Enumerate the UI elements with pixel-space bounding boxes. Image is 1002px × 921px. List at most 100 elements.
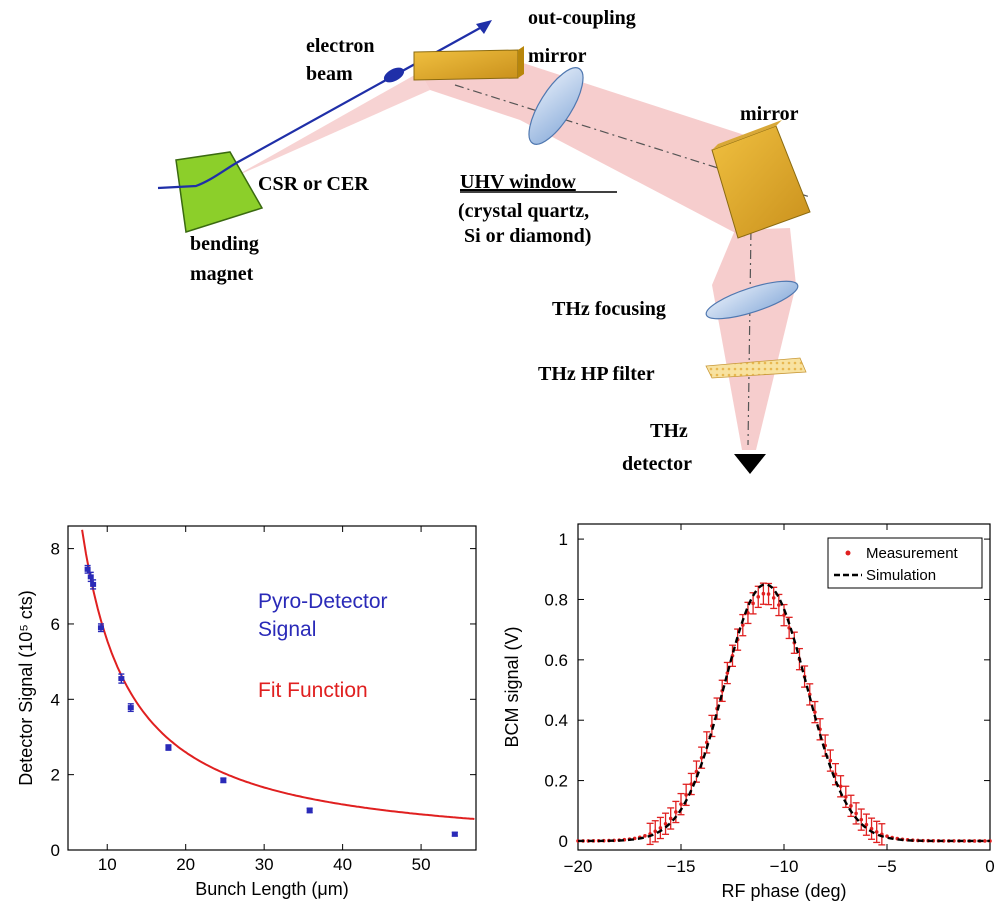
data-point xyxy=(97,625,104,631)
bending-magnet-shape xyxy=(175,151,264,233)
label-thz-focusing: THz focusing xyxy=(552,298,666,320)
legend-box xyxy=(827,537,983,589)
y-tick-label: 1 xyxy=(559,530,568,549)
thz-detector-shape xyxy=(734,454,766,474)
measurement-point xyxy=(668,816,673,821)
chart-bcm-signal: −20 −15 −10 −5 0 0 0.2 0.4 0.6 0.8 1 RF phase (deg)… xyxy=(502,523,995,901)
x-tick-label: 50 xyxy=(412,855,431,874)
out-coupling-mirror-shape xyxy=(413,46,524,81)
legend-measurement-marker xyxy=(845,550,851,556)
electron-beam-arrowhead xyxy=(476,20,492,34)
label-out-coupling-mirror: out-coupling mirror xyxy=(528,7,641,67)
legend-simulation-label: Simulation xyxy=(866,567,936,584)
measurement-point xyxy=(864,822,869,827)
measurement-point xyxy=(766,592,771,596)
plot-frame xyxy=(67,525,477,851)
y-tick-label: 4 xyxy=(51,690,60,709)
y-tick-label: 0.4 xyxy=(544,711,568,730)
x-tick-label: −10 xyxy=(770,857,799,876)
measurement-point xyxy=(972,839,977,843)
measurement-point xyxy=(771,596,776,600)
data-point xyxy=(165,745,172,751)
measurement-point xyxy=(674,810,678,814)
measurement-point xyxy=(684,793,688,797)
y-tick-label: 2 xyxy=(51,766,60,785)
y-tick-label: 0.6 xyxy=(544,651,568,670)
legend-measurement-label: Measurement xyxy=(866,545,959,562)
data-point xyxy=(220,777,227,783)
measurement-point xyxy=(741,623,745,627)
measurement-point xyxy=(828,758,833,763)
x-tick-label: −5 xyxy=(877,857,896,876)
measurement-point xyxy=(859,817,864,822)
measurement-point xyxy=(854,811,858,816)
x-axis-label: RF phase (deg) xyxy=(721,881,846,901)
x-tick-label: −15 xyxy=(667,857,696,876)
measurement-point xyxy=(643,834,647,838)
legend: Measurement Simulation xyxy=(827,537,983,589)
data-point xyxy=(84,566,91,572)
y-tick-label: 0.8 xyxy=(544,590,568,609)
measurement-point xyxy=(874,830,879,834)
y-tick-label: 6 xyxy=(51,615,60,634)
measurement-point xyxy=(813,710,817,714)
measurement-point xyxy=(679,802,683,806)
label-thz-hp-filter: THz HP filter xyxy=(538,363,655,385)
measurement-point xyxy=(689,782,694,786)
label-uhv-window: UHV window xyxy=(460,171,576,193)
data-point xyxy=(306,807,313,813)
y-axis-label: Detector Signal (10⁵ cts) xyxy=(16,590,36,786)
y-axis-label: BCM signal (V) xyxy=(502,626,522,747)
label-csr-or-cer: CSR or CER xyxy=(258,173,369,195)
downward-light-beam xyxy=(712,228,796,450)
label-thz-detector: THz detector xyxy=(622,420,693,475)
reflected-light-beam xyxy=(420,62,760,238)
measurement-point xyxy=(983,839,987,843)
y-tick-label: 0.2 xyxy=(544,772,568,791)
y-tick-label: 0 xyxy=(51,841,60,860)
data-point xyxy=(127,705,134,711)
thz-focusing-lens xyxy=(705,280,799,320)
x-tick-label: −20 xyxy=(564,857,593,876)
x-tick-label: 10 xyxy=(98,855,117,874)
data-point xyxy=(90,581,97,587)
chart-annotation: Fit Function xyxy=(258,679,368,702)
y-tick-label: 8 xyxy=(51,540,60,559)
schematic-diagram: electron beam out-coupling mirror mirror… xyxy=(157,7,811,475)
csr-light-cone xyxy=(232,72,430,178)
chart-annotation: Pyro-Detector xyxy=(258,590,388,613)
measurement-point xyxy=(807,692,812,697)
optical-axis-vertical xyxy=(747,154,753,446)
data-point xyxy=(451,831,458,837)
label-uhv-materials: (crystal quartz, Si or diamond) xyxy=(458,200,594,247)
measurement-point xyxy=(653,829,658,834)
x-tick-label: 30 xyxy=(255,855,274,874)
y-tick-label: 0 xyxy=(559,832,568,851)
measurement-point xyxy=(663,821,668,826)
measurement-point xyxy=(751,601,755,606)
measurement-point xyxy=(838,784,843,789)
x-axis-label: Bunch Length (μm) xyxy=(195,879,348,899)
label-mirror: mirror xyxy=(740,103,799,125)
measurement-point xyxy=(777,603,781,607)
label-electron-beam: electron beam xyxy=(306,35,380,85)
label-bending-magnet: bending magnet xyxy=(190,233,264,285)
chart-annotation: Signal xyxy=(258,618,316,641)
electron-bunch xyxy=(383,67,405,83)
measurement-point xyxy=(761,591,766,596)
fit-function-curve xyxy=(81,529,475,820)
chart-detector-signal: 10 20 30 40 50 0 2 4 6 8 Bunch Length (μm) Detector… xyxy=(16,525,477,899)
measurement-point xyxy=(844,795,848,799)
mirror-shape xyxy=(711,120,811,239)
measurement-point xyxy=(849,804,853,808)
x-tick-label: 20 xyxy=(176,855,195,874)
measurement-point xyxy=(869,826,874,831)
data-point xyxy=(87,574,94,580)
measurement-point xyxy=(699,755,704,760)
measurement-point xyxy=(658,826,663,830)
measurement-point xyxy=(725,671,730,675)
simulation-curve xyxy=(578,583,990,843)
thz-hp-filter-shape xyxy=(705,357,807,379)
measurement-point xyxy=(756,595,761,599)
